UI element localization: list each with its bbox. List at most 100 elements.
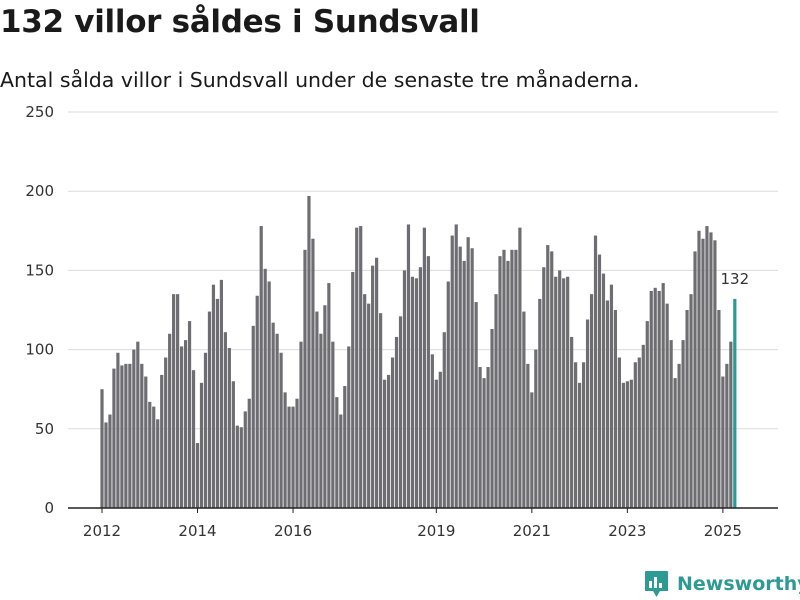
bar-chart-logo-icon xyxy=(645,571,668,597)
bar xyxy=(701,238,705,508)
bar xyxy=(494,294,498,508)
annotations: 132 xyxy=(720,270,749,288)
bar xyxy=(673,378,677,508)
bar xyxy=(367,303,371,508)
bar xyxy=(303,249,307,508)
bar xyxy=(645,321,649,508)
bar xyxy=(263,268,267,508)
bar xyxy=(128,363,132,508)
x-tick-label: 2012 xyxy=(83,522,121,540)
bar xyxy=(235,425,239,508)
brand-name: Newsworthy xyxy=(677,573,800,595)
bar xyxy=(422,227,426,508)
x-tick-label: 2025 xyxy=(704,522,742,540)
bar xyxy=(319,333,323,508)
bar xyxy=(605,300,610,508)
y-tick-label: 150 xyxy=(25,261,54,279)
bar xyxy=(478,367,482,508)
bar xyxy=(259,226,263,509)
bar xyxy=(438,371,442,508)
bar xyxy=(187,321,192,508)
bar xyxy=(593,235,598,509)
bar xyxy=(474,302,478,508)
bar xyxy=(390,357,395,508)
bar xyxy=(534,349,538,508)
bar xyxy=(486,367,490,508)
bar xyxy=(574,362,578,508)
bar xyxy=(398,316,403,508)
bar xyxy=(693,251,697,508)
bar xyxy=(554,276,558,508)
newsworthy-brand[interactable]: Newsworthy xyxy=(644,570,800,598)
bar xyxy=(104,422,108,508)
bar xyxy=(426,256,430,508)
bar xyxy=(581,362,586,508)
bar xyxy=(243,411,247,508)
bar xyxy=(526,363,530,508)
bar xyxy=(323,305,327,508)
bar xyxy=(371,265,375,508)
y-tick-label: 50 xyxy=(35,420,54,438)
bar xyxy=(601,273,606,508)
bar xyxy=(434,379,438,508)
bar xyxy=(247,398,251,508)
bar xyxy=(410,276,415,508)
bar xyxy=(215,298,220,508)
bar xyxy=(211,284,216,508)
chart-subtitle: Antal sålda villor i Sundsvall under de … xyxy=(0,68,640,92)
bar xyxy=(550,251,554,508)
bar xyxy=(315,311,319,508)
bar xyxy=(331,341,335,508)
bar xyxy=(307,195,311,508)
bar xyxy=(653,287,657,508)
bar xyxy=(191,370,196,508)
x-tick-label: 2016 xyxy=(274,522,312,540)
bar xyxy=(223,332,227,508)
bar xyxy=(585,319,590,508)
bar xyxy=(386,374,391,508)
bar-chart: 0 50 100 150 200 250 2012 2014 2016 2019 2021 2023… xyxy=(25,103,778,540)
bar xyxy=(570,336,574,508)
bar xyxy=(625,381,629,508)
bar xyxy=(176,294,180,508)
bar xyxy=(609,284,614,508)
bar xyxy=(287,406,291,508)
bar xyxy=(267,281,271,508)
bar xyxy=(454,224,458,508)
bar xyxy=(538,298,542,508)
bar xyxy=(351,271,355,508)
bar xyxy=(227,348,231,508)
bar xyxy=(414,278,419,508)
bar xyxy=(450,235,454,509)
bar xyxy=(597,254,602,508)
bar xyxy=(279,352,283,508)
bar xyxy=(530,392,534,508)
y-tick-label: 100 xyxy=(25,341,54,359)
bar xyxy=(458,246,462,508)
bar xyxy=(156,419,160,508)
bar xyxy=(637,357,641,508)
bar xyxy=(430,354,434,508)
bar xyxy=(180,346,184,508)
highlight-value-label: 132 xyxy=(720,270,749,288)
bar xyxy=(124,363,128,508)
bar xyxy=(589,294,594,508)
bar xyxy=(363,294,367,508)
bar xyxy=(359,226,363,509)
bar xyxy=(379,313,383,508)
bar xyxy=(207,311,212,508)
bar xyxy=(669,340,673,508)
bar xyxy=(108,414,112,508)
bar xyxy=(168,333,172,508)
bar xyxy=(566,276,570,508)
bar xyxy=(203,352,208,508)
bar xyxy=(490,329,494,508)
bar xyxy=(406,224,411,508)
bar xyxy=(657,290,661,508)
bar xyxy=(558,270,562,508)
bar xyxy=(375,257,379,508)
bar xyxy=(442,332,446,508)
bar xyxy=(231,381,235,508)
bar xyxy=(112,368,116,508)
bar xyxy=(271,322,275,508)
